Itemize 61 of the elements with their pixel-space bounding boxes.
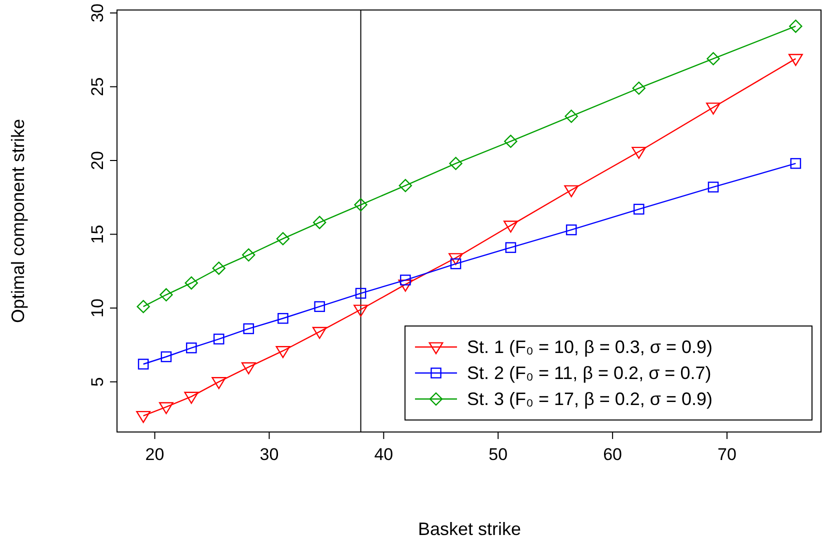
y-axis-title: Optimal component strike <box>8 118 28 324</box>
point <box>564 110 578 123</box>
point <box>160 288 173 302</box>
point <box>213 334 224 344</box>
point <box>184 392 199 404</box>
legend-label: St. 1 (F₀ = 10, β = 0.3, σ = 0.9) <box>467 337 713 357</box>
point <box>136 410 151 423</box>
point <box>632 146 646 159</box>
point <box>212 262 226 275</box>
point <box>564 185 579 198</box>
point <box>212 377 226 390</box>
point <box>708 182 719 192</box>
x-tick-label: 60 <box>603 445 622 464</box>
y-tick-label: 10 <box>88 298 107 318</box>
x-tick-label: 70 <box>718 445 736 464</box>
x-axis-title: Basket strike <box>418 519 522 539</box>
point <box>276 232 290 246</box>
point <box>243 323 254 334</box>
point <box>136 300 150 314</box>
point <box>278 312 288 324</box>
y-tick-label: 5 <box>88 377 107 387</box>
x-tick-label: 40 <box>374 445 394 464</box>
point <box>633 204 644 215</box>
point <box>398 178 412 192</box>
point <box>504 220 518 233</box>
point <box>241 362 256 374</box>
point <box>314 301 325 312</box>
point <box>789 20 802 33</box>
point <box>312 216 326 230</box>
legend-label: St. 2 (F₀ = 11, β = 0.2, σ = 0.7) <box>467 363 712 383</box>
x-tick-label: 20 <box>145 445 164 464</box>
point <box>566 224 577 236</box>
y-tick-label: 30 <box>88 3 107 22</box>
point <box>184 276 198 290</box>
point <box>355 288 366 299</box>
point <box>706 52 720 66</box>
point <box>448 253 463 266</box>
y-tick-label: 20 <box>88 151 107 170</box>
point <box>790 158 802 169</box>
point <box>354 304 368 317</box>
point <box>706 102 720 115</box>
point <box>449 156 462 170</box>
point <box>632 82 646 95</box>
point <box>788 54 803 66</box>
point <box>505 242 516 253</box>
point <box>504 134 518 148</box>
point <box>159 402 174 414</box>
point <box>398 280 413 292</box>
point <box>242 248 256 262</box>
legend-label: St. 3 (F₀ = 17, β = 0.2, σ = 0.9) <box>467 389 713 409</box>
y-tick-label: 15 <box>88 224 107 244</box>
x-tick-label: 30 <box>260 445 279 464</box>
point <box>276 346 290 358</box>
point <box>138 358 149 370</box>
point <box>354 198 368 212</box>
point <box>186 342 197 354</box>
point <box>400 274 411 286</box>
point <box>312 326 327 339</box>
point <box>160 351 172 362</box>
y-tick-label: 25 <box>88 77 107 96</box>
x-tick-label: 50 <box>488 445 508 464</box>
